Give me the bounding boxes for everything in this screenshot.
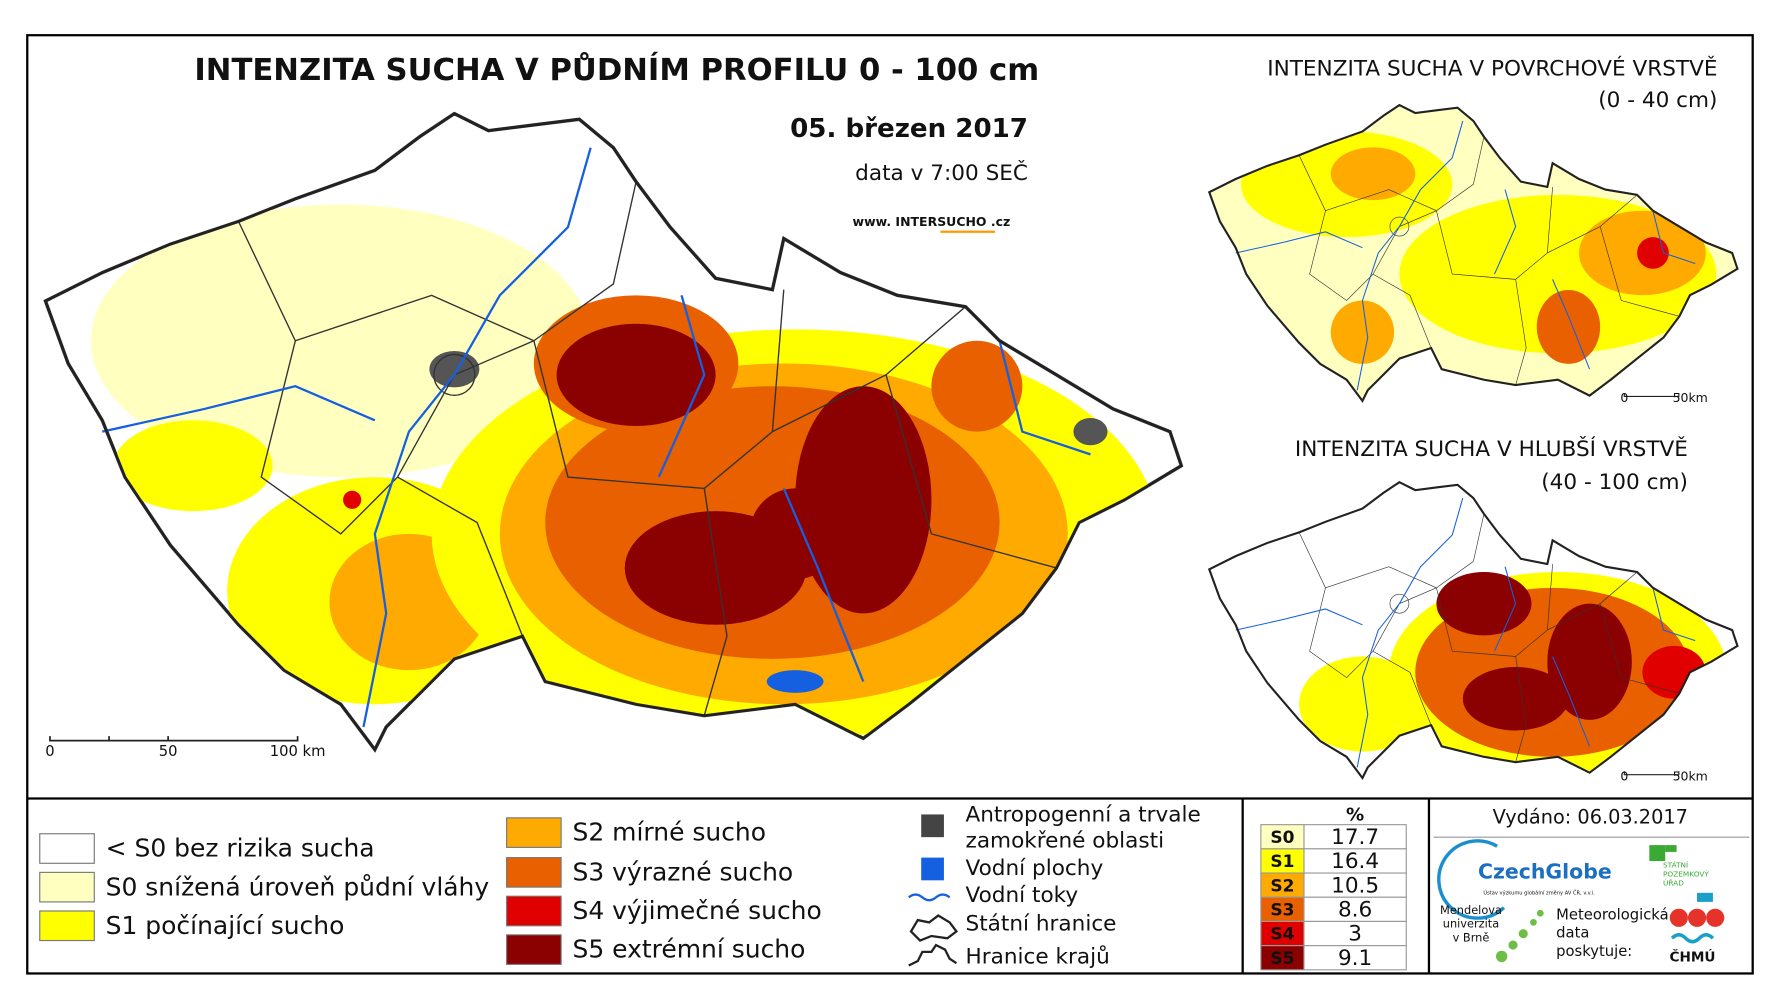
logo-mendelu: univerzita bbox=[1443, 917, 1499, 931]
table-class: S2 bbox=[1270, 876, 1294, 896]
chmu-note: Meteorologická bbox=[1556, 907, 1668, 924]
logo-arc bbox=[1437, 839, 1506, 920]
percent-table: % S0 17.7 S1 16.4 S2 10.5 S3 8.6 S4 3 S5 9.1 bbox=[1260, 805, 1407, 971]
scale-label: 100 km bbox=[270, 743, 326, 760]
scale-label: 50km bbox=[1673, 768, 1708, 783]
symbol-anthropogenic bbox=[921, 814, 944, 838]
logo-spu: STÁTNÍ bbox=[1663, 861, 1688, 870]
legend-label: S1 počínající sucho bbox=[106, 911, 345, 940]
legend-swatch bbox=[39, 833, 95, 864]
table-header: % bbox=[1346, 805, 1364, 826]
main-scale bbox=[49, 736, 299, 742]
table-value: 3 bbox=[1348, 922, 1362, 947]
table-class: S5 bbox=[1270, 949, 1294, 969]
data-time: data v 7:00 SEČ bbox=[855, 160, 1028, 186]
table-value-cell bbox=[1303, 824, 1407, 850]
legend-label: < S0 bez rizika sucha bbox=[106, 834, 375, 863]
symbol-water bbox=[921, 857, 944, 881]
inset-title: INTENZITA SUCHA V POVRCHOVÉ VRSTVĚ bbox=[1267, 55, 1717, 81]
symbol-region-border bbox=[908, 943, 958, 967]
logo-spu-mark bbox=[1665, 845, 1677, 852]
inset-map-deep bbox=[1208, 481, 1739, 780]
date: 05. březen 2017 bbox=[790, 114, 1028, 144]
scale-label: 0 bbox=[1620, 768, 1628, 783]
inset-subtitle: (40 - 100 cm) bbox=[1541, 470, 1688, 495]
table-value-cell bbox=[1303, 896, 1407, 923]
legend-label: Státní hranice bbox=[966, 912, 1117, 937]
scale-label: 0 bbox=[45, 743, 54, 760]
logo-spu: POZEMKOVÝ bbox=[1663, 870, 1709, 879]
table-value-cell bbox=[1303, 848, 1407, 874]
legend-label: S2 mírné sucho bbox=[572, 818, 766, 847]
scale-label: 0 bbox=[1620, 390, 1628, 405]
legend-swatch bbox=[506, 857, 562, 888]
legend-label: S3 výrazné sucho bbox=[572, 858, 793, 887]
legend-label: Hranice krajů bbox=[966, 945, 1110, 970]
inset-title: INTENZITA SUCHA V HLUBŠÍ VRSTVĚ bbox=[1295, 436, 1688, 462]
main-map bbox=[43, 111, 1184, 752]
table-value: 17.7 bbox=[1331, 825, 1379, 850]
legend-label: Vodní plochy bbox=[966, 856, 1104, 881]
website: www. INTERSUCHO .cz bbox=[853, 214, 1011, 229]
table-value: 10.5 bbox=[1331, 873, 1379, 898]
logo-spu-mark bbox=[1649, 845, 1666, 862]
logo-mendelu-dots bbox=[1495, 909, 1544, 963]
legend-swatch bbox=[506, 895, 562, 927]
logo-mendelu: Mendelova bbox=[1440, 903, 1502, 917]
legend-swatch bbox=[39, 871, 95, 903]
table-value: 9.1 bbox=[1338, 946, 1372, 971]
table-value-cell bbox=[1303, 872, 1407, 898]
table-value: 16.4 bbox=[1331, 849, 1379, 874]
logo-czechglobe-sub: Ústav výzkumu globální změny AV ČR, v.v.… bbox=[1483, 889, 1595, 896]
logo-chmu-text: ČHMÚ bbox=[1669, 948, 1715, 966]
scale-label: 50 bbox=[159, 743, 178, 760]
legend-label: Antropogenní a trvale bbox=[966, 803, 1201, 828]
legend-label: S4 výjimečné sucho bbox=[572, 896, 821, 925]
inset-scale bbox=[1623, 771, 1680, 776]
issued: Vydáno: 06.03.2017 bbox=[1493, 805, 1688, 828]
chmu-note: data bbox=[1556, 925, 1589, 942]
main-title: INTENZITA SUCHA V PŮDNÍM PROFILU 0 - 100… bbox=[194, 51, 1039, 88]
legend-swatch bbox=[506, 817, 562, 848]
table-class: S3 bbox=[1270, 900, 1294, 920]
table-class: S1 bbox=[1270, 852, 1294, 872]
legend-label: S5 extrémní sucho bbox=[572, 935, 805, 964]
logo-mendelu: v Brně bbox=[1453, 930, 1490, 944]
legend-label: Vodní toky bbox=[966, 883, 1079, 908]
symbol-river bbox=[907, 893, 951, 902]
table-class-cell bbox=[1260, 824, 1305, 850]
inset-scale bbox=[1623, 393, 1680, 397]
table-class-cell bbox=[1260, 920, 1305, 947]
legend-swatch bbox=[506, 934, 562, 965]
logo-czechglobe: CzechGlobe bbox=[1478, 859, 1612, 883]
table-class: S4 bbox=[1270, 925, 1294, 945]
legend-label: S0 snížená úroveň půdní vláhy bbox=[106, 872, 490, 901]
chmu-note: poskytuje: bbox=[1556, 943, 1632, 960]
table-value-cell bbox=[1303, 920, 1407, 947]
logo-spu: ÚŘAD bbox=[1663, 879, 1684, 888]
table-value-cell bbox=[1303, 945, 1407, 971]
logo-chmu bbox=[1669, 892, 1725, 944]
table-value: 8.6 bbox=[1338, 897, 1372, 922]
scale-label: 50km bbox=[1673, 390, 1708, 405]
legend-swatch bbox=[39, 910, 95, 942]
table-class: S0 bbox=[1270, 828, 1294, 848]
legend-label: zamokřené oblasti bbox=[966, 829, 1165, 854]
inset-subtitle: (0 - 40 cm) bbox=[1598, 88, 1717, 113]
symbol-state-border bbox=[909, 914, 959, 942]
legend-classes: < S0 bez rizika sucha S0 snížená úroveň p… bbox=[39, 817, 822, 965]
